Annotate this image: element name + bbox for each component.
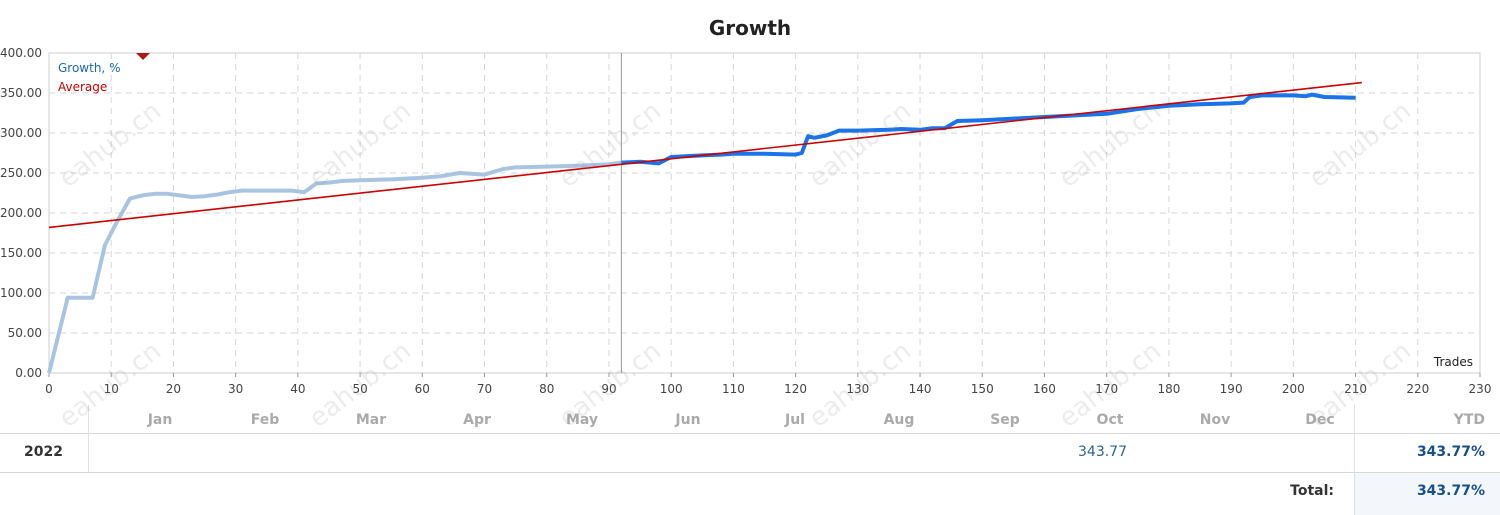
table-divider-left — [88, 405, 89, 472]
x-tick-label: 200 — [1282, 382, 1305, 396]
month-header-apr: Apr — [463, 412, 491, 428]
x-tick-label: 190 — [1220, 382, 1243, 396]
x-tick-label: 220 — [1406, 382, 1429, 396]
x-tick-label: 170 — [1095, 382, 1118, 396]
year-label: 2022 — [24, 444, 63, 460]
total-row: Total: 343.77% — [0, 473, 1500, 515]
x-tick-label: 210 — [1344, 382, 1367, 396]
x-tick-label: 10 — [104, 382, 119, 396]
legend-average: Average — [58, 80, 107, 94]
x-tick-label: 110 — [722, 382, 745, 396]
x-tick-label: 50 — [352, 382, 367, 396]
x-tick-label: 40 — [290, 382, 305, 396]
start-marker-icon — [136, 53, 150, 60]
x-tick-label: 140 — [909, 382, 932, 396]
x-tick-label: 120 — [784, 382, 807, 396]
x-tick-label: 100 — [660, 382, 683, 396]
y-tick-label: 150.00 — [0, 246, 42, 260]
y-tick-label: 100.00 — [0, 286, 42, 300]
x-tick-label: 90 — [601, 382, 616, 396]
table-divider-right — [1354, 405, 1355, 515]
growth-line-current — [621, 92, 1356, 166]
average-line — [48, 81, 1362, 229]
month-header-sep: Sep — [990, 412, 1020, 428]
y-tick-label: 350.00 — [0, 86, 42, 100]
y-tick-label: 300.00 — [0, 126, 42, 140]
x-tick-label: 230 — [1469, 382, 1492, 396]
legend-growth: Growth, % — [58, 61, 120, 75]
x-tick-label: 60 — [415, 382, 430, 396]
y-tick-label: 200.00 — [0, 206, 42, 220]
month-header-dec: Dec — [1305, 412, 1335, 428]
x-tick-label: 180 — [1157, 382, 1180, 396]
month-header-jun: Jun — [675, 412, 701, 428]
month-header-mar: Mar — [355, 412, 387, 428]
total-label: Total: — [1290, 483, 1334, 499]
month-header-oct: Oct — [1096, 412, 1124, 428]
month-header-feb: Feb — [250, 412, 280, 428]
month-header-jul: Jul — [785, 412, 805, 428]
growth-line-previous — [47, 160, 622, 374]
x-tick-label: 30 — [228, 382, 243, 396]
months-header-row: Jan Feb Mar Apr May Jun Jul Aug Sep Oct Nov Dec YTD — [0, 405, 1500, 434]
month-header-nov: Nov — [1199, 412, 1231, 428]
y-tick-label: 250.00 — [0, 166, 42, 180]
total-ytd-cell — [1355, 473, 1500, 515]
x-tick-label: 160 — [1033, 382, 1056, 396]
ytd-value: 343.77% — [1416, 444, 1485, 460]
x-tick-label: 80 — [539, 382, 554, 396]
x-tick-label: 20 — [166, 382, 181, 396]
month-header-aug: Aug — [883, 412, 915, 428]
oct-value: 343.77 — [1078, 444, 1127, 460]
year-row: 2022 343.77 343.77% — [0, 434, 1500, 473]
x-tick-label: 70 — [477, 382, 492, 396]
month-header-may: May — [565, 412, 599, 428]
growth-chart: 0.00 50.00 100.00 150.00 200.00 250.00 300.00 3… — [0, 46, 1492, 396]
x-tick-label: 130 — [846, 382, 869, 396]
ytd-header: YTD — [1453, 412, 1485, 428]
total-value: 343.77% — [1416, 483, 1485, 499]
chart-title: Growth — [708, 16, 792, 40]
x-tick-label: 0 — [45, 382, 53, 396]
x-axis-label: Trades — [1433, 355, 1473, 369]
y-tick-label: 400.00 — [0, 46, 42, 60]
y-tick-label: 50.00 — [8, 326, 42, 340]
y-tick-label: 0.00 — [15, 366, 42, 380]
x-tick-label: 150 — [971, 382, 994, 396]
month-header-jan: Jan — [147, 412, 173, 428]
